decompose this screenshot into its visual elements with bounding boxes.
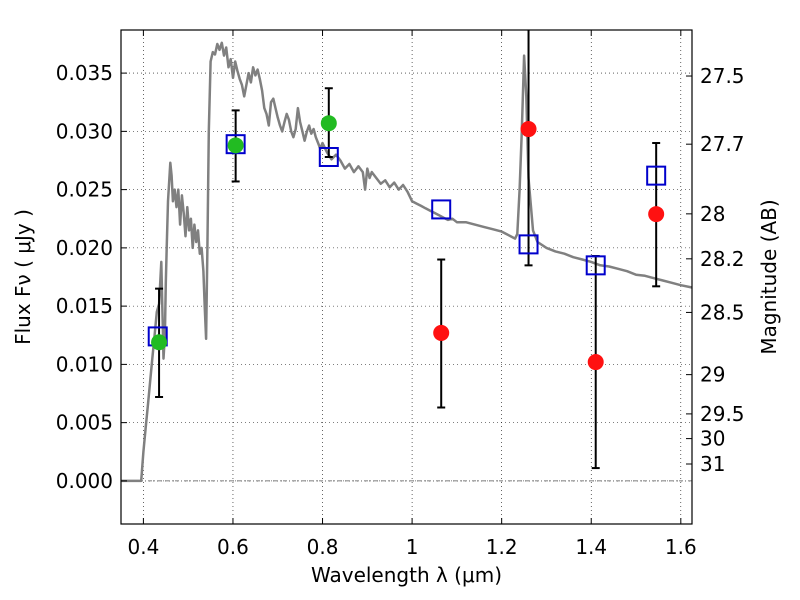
spectrum-line: [121, 41, 693, 483]
mag-tick-label: 29: [700, 363, 725, 387]
y-tick-label: 0.030: [56, 119, 113, 143]
mag-tick-label: 30: [700, 427, 725, 451]
model-spectrum: [121, 41, 693, 483]
y-tick-label: 0.015: [56, 294, 113, 318]
green-data-point: [320, 115, 337, 132]
y-tick-label: 0.020: [56, 236, 113, 260]
y-axis-label: Flux Fν ( μJy ): [11, 209, 35, 345]
x-tick-label: 0.6: [217, 535, 249, 559]
x-tick-label: 0.4: [127, 535, 159, 559]
model-photometry-square: [585, 255, 606, 276]
plot-frame: [120, 29, 693, 525]
model-photometry-square: [318, 146, 339, 167]
data-markers: [147, 115, 667, 371]
mag-tick-label: 31: [700, 452, 725, 476]
x-tick-label: 1.2: [486, 535, 518, 559]
x-axis-label: Wavelength λ (μm): [311, 563, 502, 587]
y-tick-label: 0.005: [56, 411, 113, 435]
mag-tick-label: 28.5: [700, 300, 745, 324]
error-bars: [155, 30, 661, 470]
y-tick-label: 0.000: [56, 469, 113, 493]
tick-labels: 0.4 0.6 0.8 1 1.2 1.4 1.6 0.000 0.005 0.010 0.015 0…: [56, 61, 745, 559]
x-tick-label: 1: [406, 535, 419, 559]
mag-tick-label: 28.2: [700, 247, 745, 271]
model-photometry-square: [646, 165, 667, 186]
y2-axis-label: Magnitude (AB): [757, 199, 781, 354]
red-data-point: [648, 206, 665, 223]
red-data-point: [433, 324, 450, 341]
green-data-point: [151, 334, 168, 351]
x-tick-label: 0.8: [307, 535, 339, 559]
red-data-point: [587, 354, 604, 371]
mag-tick-label: 27.7: [700, 132, 745, 156]
green-data-point: [227, 137, 244, 154]
mag-tick-label: 28: [700, 202, 725, 226]
grid-lines: [121, 30, 692, 524]
x-tick-label: 1.6: [665, 535, 697, 559]
model-photometry-square: [518, 234, 539, 255]
mag-tick-label: 27.5: [700, 64, 745, 88]
y-tick-label: 0.010: [56, 352, 113, 376]
y-tick-label: 0.035: [56, 61, 113, 85]
model-photometry-square: [431, 199, 452, 220]
axis-ticks: [121, 30, 692, 524]
red-data-point: [520, 121, 537, 138]
x-tick-label: 1.4: [575, 535, 607, 559]
y-tick-label: 0.025: [56, 178, 113, 202]
mag-tick-label: 29.5: [700, 402, 745, 426]
